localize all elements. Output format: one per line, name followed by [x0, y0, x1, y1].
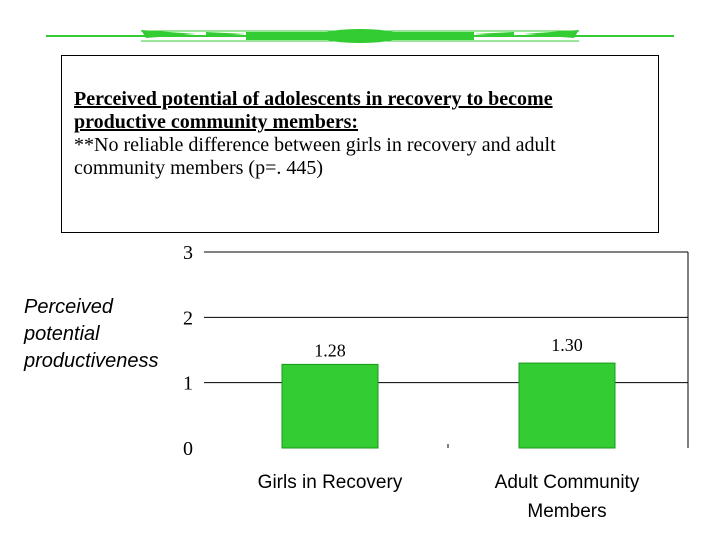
y-tick-label: 1	[183, 373, 193, 395]
y-axis-label: Perceived potential productiveness	[24, 294, 174, 375]
y-axis-label-line: productiveness	[24, 350, 159, 372]
y-tick-label: 0	[183, 438, 193, 460]
finding-note: **No reliable difference between girls i…	[74, 134, 556, 179]
y-axis-label-line: Perceived	[24, 296, 113, 318]
data-label: 1.28	[314, 340, 346, 360]
category-labels: Girls in Recovery Adult Community Members	[258, 472, 640, 522]
bar-chart: 0 1 2 3 1.28 1.30 Girls in Recovery Adult Com…	[183, 242, 689, 522]
finding-text-box: Perceived potential of adolescents in re…	[61, 55, 659, 233]
category-label: Girls in Recovery	[258, 472, 403, 493]
y-axis-label-line: potential	[24, 323, 100, 345]
data-labels: 1.28 1.30	[314, 335, 583, 360]
data-label: 1.30	[551, 335, 583, 355]
bar	[281, 363, 379, 449]
finding-heading: Perceived potential of adolescents in re…	[74, 88, 553, 133]
bars	[281, 362, 616, 449]
category-label: Members	[527, 501, 606, 522]
category-label: Adult Community	[495, 472, 640, 493]
decorative-divider	[46, 29, 674, 43]
y-tick-label: 2	[183, 307, 193, 329]
y-axis-ticks: 0 1 2 3	[183, 242, 193, 460]
y-tick-label: 3	[183, 242, 193, 264]
bar	[518, 362, 616, 449]
